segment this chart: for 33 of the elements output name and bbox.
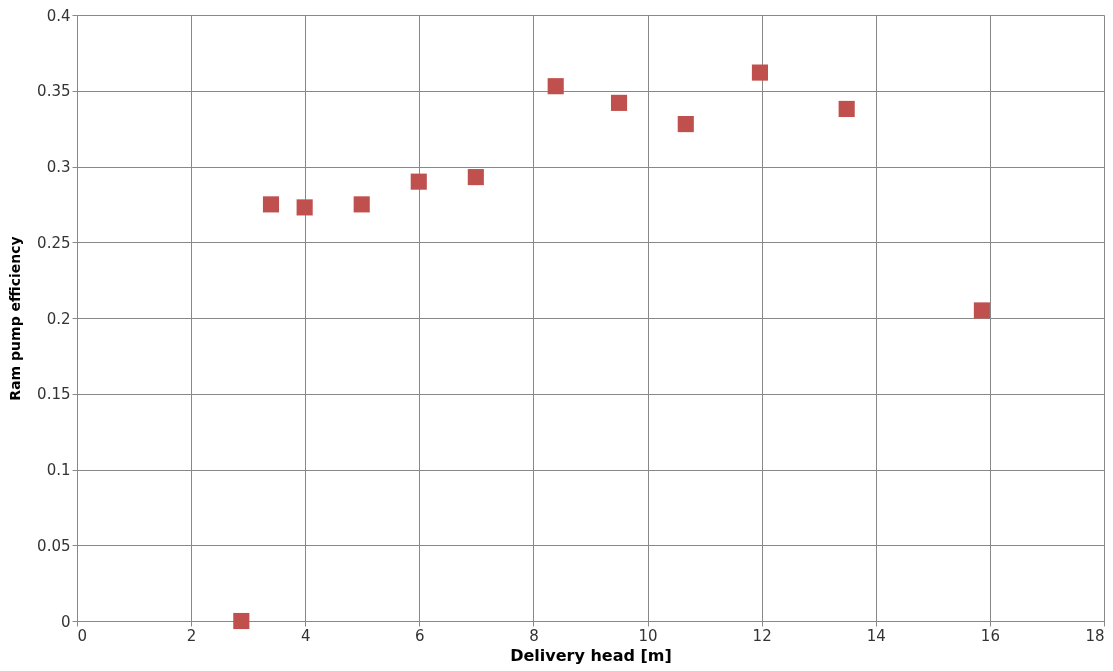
- y-tick-label: 0.4: [46, 6, 71, 25]
- y-tick-label: 0.25: [37, 233, 71, 252]
- y-tick-label: 0.35: [37, 82, 71, 101]
- y-axis-title: Ram pump efficiency: [7, 236, 24, 401]
- x-tick-label: 16: [980, 626, 1000, 645]
- point: [677, 116, 694, 133]
- y-tick-label: 0.05: [37, 536, 71, 555]
- point: [547, 78, 564, 95]
- point: [610, 94, 628, 111]
- point: [410, 173, 427, 190]
- x-tick-label: 6: [415, 626, 425, 645]
- point: [296, 199, 313, 216]
- y-tick-label: 0.3: [46, 158, 71, 176]
- y-tick-label: 0: [60, 612, 71, 631]
- point: [262, 196, 280, 213]
- x-tick-label: 0: [77, 626, 88, 645]
- y-tick-label: 0.1: [46, 461, 71, 479]
- point: [838, 100, 855, 117]
- x-tick-label: 18: [1085, 626, 1105, 645]
- point: [751, 64, 769, 81]
- y-tick-label: 0.2: [46, 309, 71, 328]
- x-tick-label: 14: [866, 626, 886, 645]
- x-tick-label: 10: [638, 626, 658, 645]
- x-axis-title: Delivery head [m]: [510, 645, 672, 665]
- point: [233, 612, 250, 630]
- point: [973, 302, 990, 319]
- y-tick-label: 0.15: [37, 385, 71, 404]
- point: [467, 169, 484, 186]
- point: [353, 196, 370, 213]
- x-tick-label: 12: [752, 626, 772, 645]
- x-tick-label: 4: [300, 626, 311, 645]
- x-tick-label: 8: [529, 626, 539, 645]
- x-tick-label: 2: [186, 626, 197, 645]
